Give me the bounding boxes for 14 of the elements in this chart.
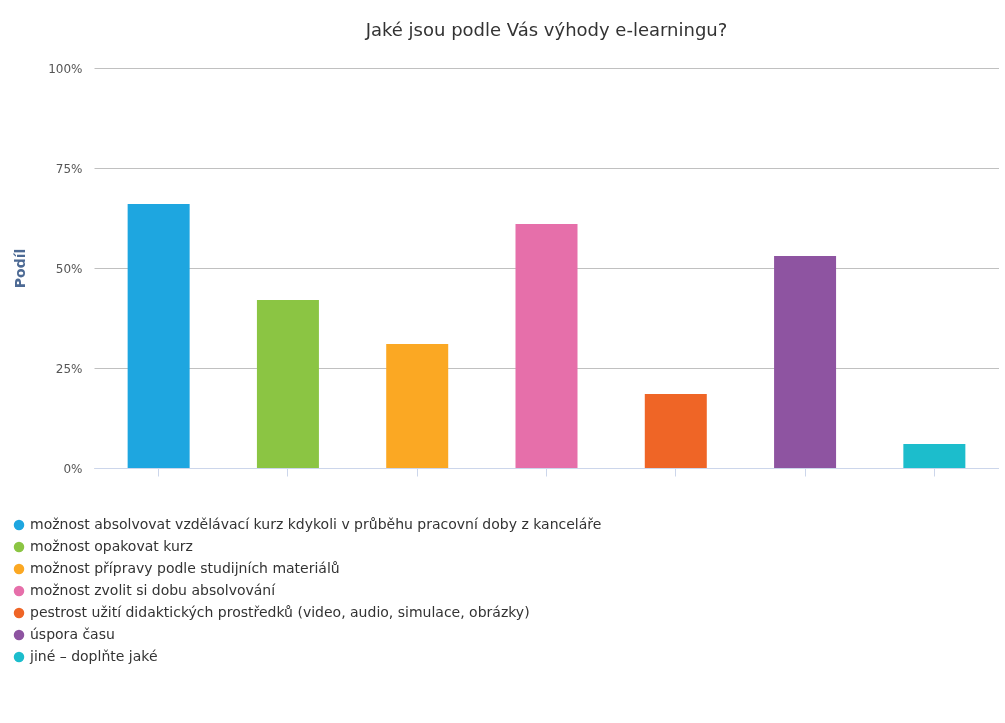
chart-title: Jaké jsou podle Vás výhody e-learningu?: [364, 19, 728, 40]
y-tick-label: 75%: [55, 161, 83, 176]
legend-label: možnost přípravy podle studijních materiálů: [30, 560, 340, 576]
y-tick-label: 100%: [48, 61, 83, 76]
y-tick-label: 25%: [55, 361, 83, 376]
legend-label: jiné – doplňte jaké: [29, 648, 158, 664]
legend-label: možnost opakovat kurz: [30, 538, 193, 554]
y-tick-label: 0%: [63, 461, 83, 476]
y-axis-title: Podíl: [12, 248, 29, 289]
legend-label: pestrost užití didaktických prostředků (video, audio, simulace, obrázky): [30, 604, 530, 620]
legend-label: možnost absolvovat vzdělávací kurz kdykoli v průběhu pracovní doby z kanceláře: [30, 516, 602, 532]
legend-label: úspora času: [30, 626, 115, 642]
legend-label: možnost zvolit si dobu absolvování: [30, 582, 277, 598]
y-tick-label: 50%: [55, 261, 83, 276]
